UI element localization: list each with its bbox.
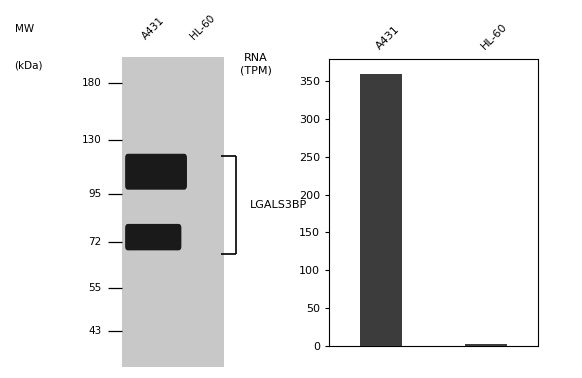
Bar [122, 57, 224, 367]
Text: 130: 130 [82, 135, 102, 145]
FancyBboxPatch shape [125, 224, 182, 250]
Bar [360, 74, 402, 346]
Bar [465, 344, 507, 346]
Text: 72: 72 [88, 237, 102, 247]
Text: 43: 43 [88, 326, 102, 336]
Text: 180: 180 [82, 78, 102, 88]
Text: MW: MW [15, 24, 34, 34]
FancyBboxPatch shape [125, 154, 187, 190]
Text: A431: A431 [141, 15, 167, 42]
Text: HL-60: HL-60 [189, 13, 217, 42]
Y-axis label: RNA
(TPM): RNA (TPM) [240, 53, 271, 75]
Text: LGALS3BP: LGALS3BP [250, 200, 307, 210]
Text: 55: 55 [88, 284, 102, 293]
Text: (kDa): (kDa) [15, 60, 43, 70]
Text: 95: 95 [88, 189, 102, 199]
